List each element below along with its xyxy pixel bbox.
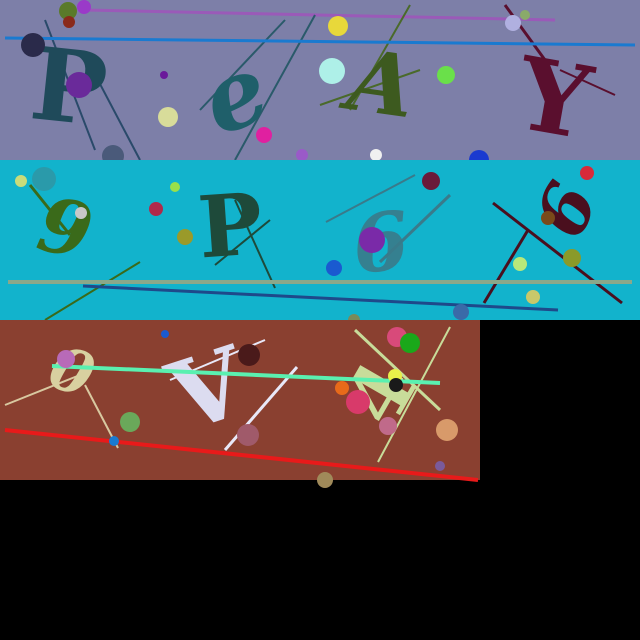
noise-dot bbox=[379, 417, 397, 435]
noise-dot bbox=[541, 211, 555, 225]
noise-dot bbox=[326, 260, 342, 276]
noise-dot bbox=[237, 424, 259, 446]
noise-dot bbox=[66, 72, 92, 98]
noise-line bbox=[44, 261, 141, 321]
noise-dot bbox=[422, 172, 440, 190]
noise-dot bbox=[256, 127, 272, 143]
noise-dot bbox=[317, 472, 333, 488]
noise-dot bbox=[400, 333, 420, 353]
captcha-panel-3: 0 V 4 bbox=[0, 320, 480, 488]
noise-dot bbox=[580, 166, 594, 180]
noise-dot bbox=[437, 66, 455, 84]
noise-dot bbox=[63, 16, 75, 28]
noise-line bbox=[234, 199, 276, 289]
noise-dot bbox=[177, 229, 193, 245]
noise-dot bbox=[77, 0, 91, 14]
noise-line bbox=[223, 366, 299, 451]
noise-line bbox=[349, 4, 411, 111]
noise-line bbox=[377, 326, 451, 463]
noise-dot bbox=[21, 33, 45, 57]
noise-dot bbox=[370, 149, 382, 161]
noise-line bbox=[503, 4, 547, 61]
noise-dot bbox=[158, 107, 178, 127]
noise-dot bbox=[526, 290, 540, 304]
noise-dot bbox=[161, 330, 169, 338]
captcha-panel-1: P e A Y bbox=[0, 0, 640, 170]
noise-line bbox=[559, 69, 616, 96]
noise-line bbox=[51, 364, 441, 385]
noise-dot bbox=[149, 202, 163, 216]
noise-dot bbox=[359, 227, 385, 253]
noise-dot bbox=[436, 419, 458, 441]
noise-line bbox=[214, 219, 271, 266]
noise-dot bbox=[296, 149, 308, 161]
noise-dot bbox=[57, 350, 75, 368]
noise-line bbox=[89, 64, 141, 161]
noise-dot bbox=[563, 249, 581, 267]
noise-dot bbox=[513, 257, 527, 271]
noise-line bbox=[4, 428, 479, 482]
noise-line bbox=[482, 229, 530, 304]
noise-line bbox=[84, 8, 556, 22]
noise-dot bbox=[15, 175, 27, 187]
noise-dot bbox=[160, 71, 168, 79]
noise-line bbox=[325, 174, 416, 223]
noise-line bbox=[319, 69, 421, 106]
noise-line bbox=[234, 14, 316, 161]
noise-dot bbox=[453, 304, 469, 320]
noise-line bbox=[199, 19, 286, 111]
noise-dot bbox=[346, 390, 370, 414]
noise-dot bbox=[238, 344, 260, 366]
noise-dot bbox=[59, 2, 77, 20]
noise-line bbox=[28, 184, 72, 236]
noise-dot bbox=[75, 207, 87, 219]
captcha-panel-2: 9 P 6 6 bbox=[0, 160, 640, 326]
noise-line bbox=[378, 193, 452, 264]
noise-line bbox=[4, 36, 636, 47]
noise-dot bbox=[328, 16, 348, 36]
noise-dot bbox=[435, 461, 445, 471]
noise-dot bbox=[389, 378, 403, 392]
noise-dot bbox=[335, 381, 349, 395]
noise-dot bbox=[170, 182, 180, 192]
noise-line bbox=[82, 284, 559, 312]
noise-dot bbox=[32, 167, 56, 191]
noise-dot bbox=[319, 58, 345, 84]
panel-background bbox=[0, 0, 640, 160]
noise-dot bbox=[120, 412, 140, 432]
noise-dot bbox=[109, 436, 119, 446]
noise-line bbox=[4, 374, 81, 406]
noise-dot bbox=[520, 10, 530, 20]
noise-dot bbox=[505, 15, 521, 31]
captcha-glyph: P bbox=[195, 174, 266, 278]
noise-line bbox=[492, 201, 623, 305]
